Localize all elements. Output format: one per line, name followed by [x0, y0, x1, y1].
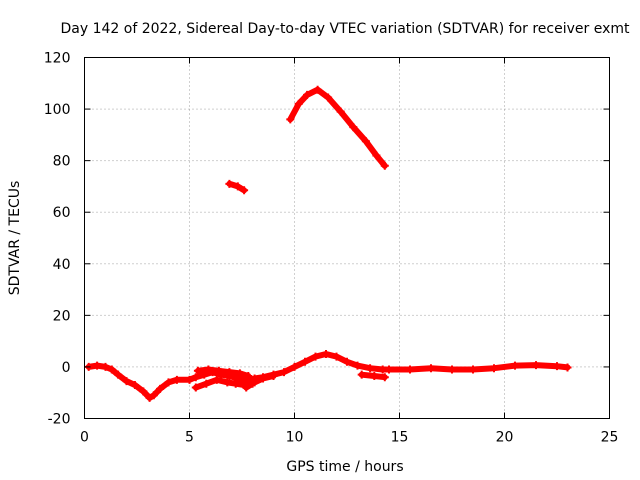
data-point: [313, 85, 322, 94]
x-tick-label: 10: [286, 430, 304, 446]
data-point: [204, 365, 213, 374]
data-point: [280, 368, 288, 377]
x-tick-label: 5: [185, 430, 194, 446]
data-point: [250, 378, 259, 387]
y-tick-label: 120: [44, 51, 71, 67]
axis-ticks: 0 5 10 15 20 25 -20 0 20 40 60 80 100 120: [44, 51, 619, 446]
data-point: [361, 137, 370, 146]
data-point: [225, 368, 234, 377]
data-point: [156, 384, 165, 393]
x-tick-label: 0: [80, 430, 89, 446]
data-point: [370, 371, 379, 380]
data-point: [235, 369, 244, 378]
data-point: [406, 365, 414, 374]
data-point: [427, 364, 435, 373]
series-segment-8: [287, 86, 388, 169]
data-point: [357, 370, 366, 379]
data-point: [193, 366, 202, 375]
data-point: [244, 371, 253, 380]
data-point: [336, 107, 345, 116]
data-point: [311, 352, 320, 361]
data-point: [191, 373, 200, 382]
data-point: [172, 375, 181, 384]
data-point: [122, 377, 131, 386]
data-point: [242, 383, 251, 392]
data-point: [343, 357, 351, 366]
data-point: [490, 364, 498, 373]
y-tick-label: 60: [53, 205, 71, 221]
data-point: [145, 393, 154, 402]
data-point: [202, 379, 211, 388]
series-segment-4: [243, 373, 277, 391]
data-point: [469, 365, 477, 374]
data-point: [303, 90, 312, 99]
data-point: [448, 365, 456, 374]
data-point: [139, 387, 148, 396]
data-point: [269, 371, 278, 380]
data-point: [385, 365, 393, 374]
chart-title: Day 142 of 2022, Sidereal Day-to-day VTE…: [61, 21, 631, 37]
data-point: [93, 361, 102, 370]
data-point: [563, 363, 572, 372]
data-point: [380, 373, 389, 382]
y-axis-label: SDTVAR / TECUs: [7, 181, 23, 296]
y-tick-label: 20: [53, 308, 71, 324]
data-point: [322, 350, 330, 359]
data-point: [324, 93, 333, 102]
data-point: [290, 362, 299, 371]
data-point: [353, 361, 362, 370]
data-point: [511, 361, 519, 370]
data-point: [349, 123, 358, 132]
x-axis-label: GPS time / hours: [286, 459, 403, 475]
data-point: [185, 375, 194, 384]
data-point: [149, 391, 158, 400]
data-point: [259, 374, 267, 383]
data-point: [301, 357, 309, 366]
y-tick-label: 100: [44, 102, 71, 118]
data-point: [286, 115, 295, 124]
y-tick-label: 80: [53, 154, 71, 170]
data-point: [231, 379, 240, 388]
series-segment-6: [386, 362, 571, 373]
data-point: [553, 362, 561, 371]
data-point: [240, 186, 249, 195]
data-point: [332, 352, 341, 361]
data-point: [380, 161, 389, 170]
data-point: [532, 361, 540, 370]
data-point: [372, 151, 381, 160]
y-tick-label: 0: [62, 360, 71, 376]
data-point: [164, 378, 173, 387]
data-point: [214, 366, 223, 375]
data-point: [366, 364, 375, 373]
data-point: [191, 383, 200, 392]
x-tick-label: 25: [601, 430, 619, 446]
data-series: [84, 85, 572, 402]
data-point: [233, 182, 242, 191]
data-point: [114, 370, 123, 379]
data-point: [101, 362, 110, 371]
y-tick-label: -20: [48, 412, 71, 428]
data-point: [294, 99, 303, 108]
data-point: [223, 378, 232, 387]
x-tick-label: 15: [391, 430, 409, 446]
x-tick-label: 20: [496, 430, 514, 446]
y-tick-label: 40: [53, 257, 71, 273]
data-point: [225, 179, 234, 188]
data-point: [107, 365, 116, 374]
plot-frame: [84, 57, 610, 419]
data-point: [130, 380, 139, 389]
data-point: [212, 375, 221, 384]
